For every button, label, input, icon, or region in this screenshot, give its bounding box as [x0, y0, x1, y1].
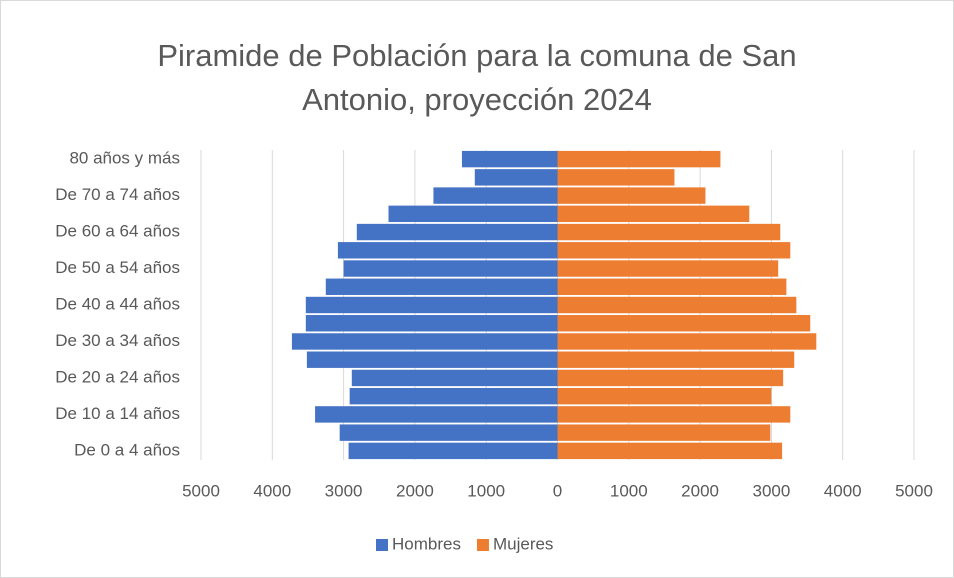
bar — [557, 333, 817, 350]
x-tick-label: 2000 — [681, 481, 719, 500]
x-tick-label: 0 — [553, 481, 562, 500]
bar — [306, 351, 558, 368]
bar — [356, 223, 558, 241]
bar — [433, 187, 558, 204]
bar — [348, 442, 558, 460]
bar — [557, 387, 772, 405]
x-tick-label: 2000 — [396, 481, 434, 500]
x-tick-label: 3000 — [325, 481, 363, 500]
bar — [557, 406, 791, 423]
y-tick-label: De 50 a 54 años — [55, 258, 180, 277]
bar — [339, 424, 558, 441]
bar — [557, 351, 795, 368]
y-tick-label: De 60 a 64 años — [55, 222, 180, 241]
chart-title: Piramide de Población para la comuna de … — [157, 38, 797, 117]
bar — [557, 424, 771, 441]
x-tick-label: 3000 — [752, 481, 790, 500]
y-tick-label: 80 años y más — [69, 149, 180, 168]
bar — [557, 223, 781, 241]
bar — [349, 387, 558, 405]
bar — [388, 205, 558, 223]
bar — [474, 169, 558, 186]
bar — [557, 169, 675, 186]
legend-swatch — [476, 539, 489, 551]
x-tick-label: 1000 — [467, 481, 505, 500]
x-tick-label: 5000 — [895, 481, 933, 500]
bar — [325, 278, 558, 295]
legend-label: Hombres — [392, 534, 461, 553]
bar — [557, 260, 779, 277]
bar — [291, 333, 558, 350]
y-tick-label: De 20 a 24 años — [55, 367, 180, 386]
legend-label: Mujeres — [493, 534, 553, 553]
y-tick-label: De 0 a 4 años — [74, 440, 180, 459]
y-tick-label: De 10 a 14 años — [55, 404, 180, 423]
bar — [557, 187, 706, 204]
y-tick-label: De 40 a 44 años — [55, 294, 180, 313]
bar — [557, 150, 721, 168]
bar — [557, 278, 787, 295]
y-tick-label: De 70 a 74 años — [55, 185, 180, 204]
bar — [557, 369, 784, 387]
bar — [461, 150, 558, 168]
bar — [557, 442, 783, 460]
bar — [305, 315, 558, 332]
bar — [557, 296, 797, 314]
bar — [557, 205, 750, 223]
x-tick-label: 4000 — [253, 481, 291, 500]
bar — [557, 242, 791, 259]
x-tick-label: 5000 — [182, 481, 220, 500]
bar — [305, 296, 558, 314]
bar — [315, 406, 558, 423]
x-tick-label: 4000 — [824, 481, 862, 500]
legend-swatch — [376, 539, 388, 551]
y-tick-label: De 30 a 34 años — [55, 331, 180, 350]
bar — [343, 260, 558, 277]
bar — [337, 242, 558, 259]
bar — [351, 369, 558, 387]
bar — [557, 315, 811, 332]
x-tick-label: 1000 — [610, 481, 648, 500]
